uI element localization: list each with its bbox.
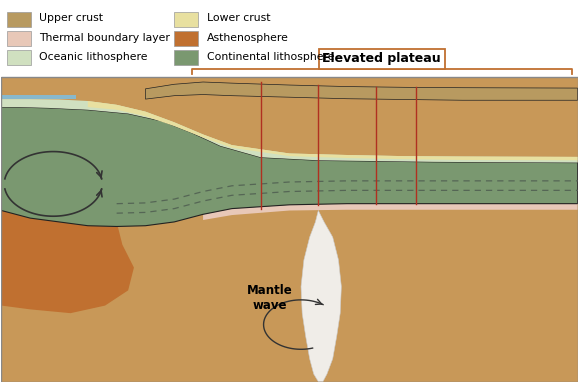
Bar bbox=[7, 31, 31, 46]
Bar bbox=[1, 77, 578, 381]
Bar bbox=[7, 12, 31, 27]
Bar bbox=[1, 95, 76, 99]
Bar bbox=[174, 51, 199, 65]
Bar bbox=[174, 12, 199, 27]
Polygon shape bbox=[301, 211, 342, 381]
Text: Elevated plateau: Elevated plateau bbox=[323, 52, 441, 65]
Polygon shape bbox=[203, 204, 578, 220]
Polygon shape bbox=[145, 82, 578, 100]
Text: Asthenosphere: Asthenosphere bbox=[207, 33, 288, 43]
Text: Upper crust: Upper crust bbox=[39, 13, 104, 23]
Text: Thermal boundary layer: Thermal boundary layer bbox=[39, 33, 170, 43]
Bar bbox=[174, 31, 199, 46]
Polygon shape bbox=[1, 104, 186, 313]
Bar bbox=[1, 77, 578, 381]
Text: Oceanic lithosphere: Oceanic lithosphere bbox=[39, 52, 148, 62]
Polygon shape bbox=[1, 105, 197, 211]
Polygon shape bbox=[1, 99, 578, 163]
Text: Continental lithosphere: Continental lithosphere bbox=[207, 52, 334, 62]
Polygon shape bbox=[1, 107, 578, 226]
Polygon shape bbox=[88, 101, 578, 160]
Text: Lower crust: Lower crust bbox=[207, 13, 270, 23]
Text: Mantle
wave: Mantle wave bbox=[247, 284, 292, 312]
Bar bbox=[7, 51, 31, 65]
